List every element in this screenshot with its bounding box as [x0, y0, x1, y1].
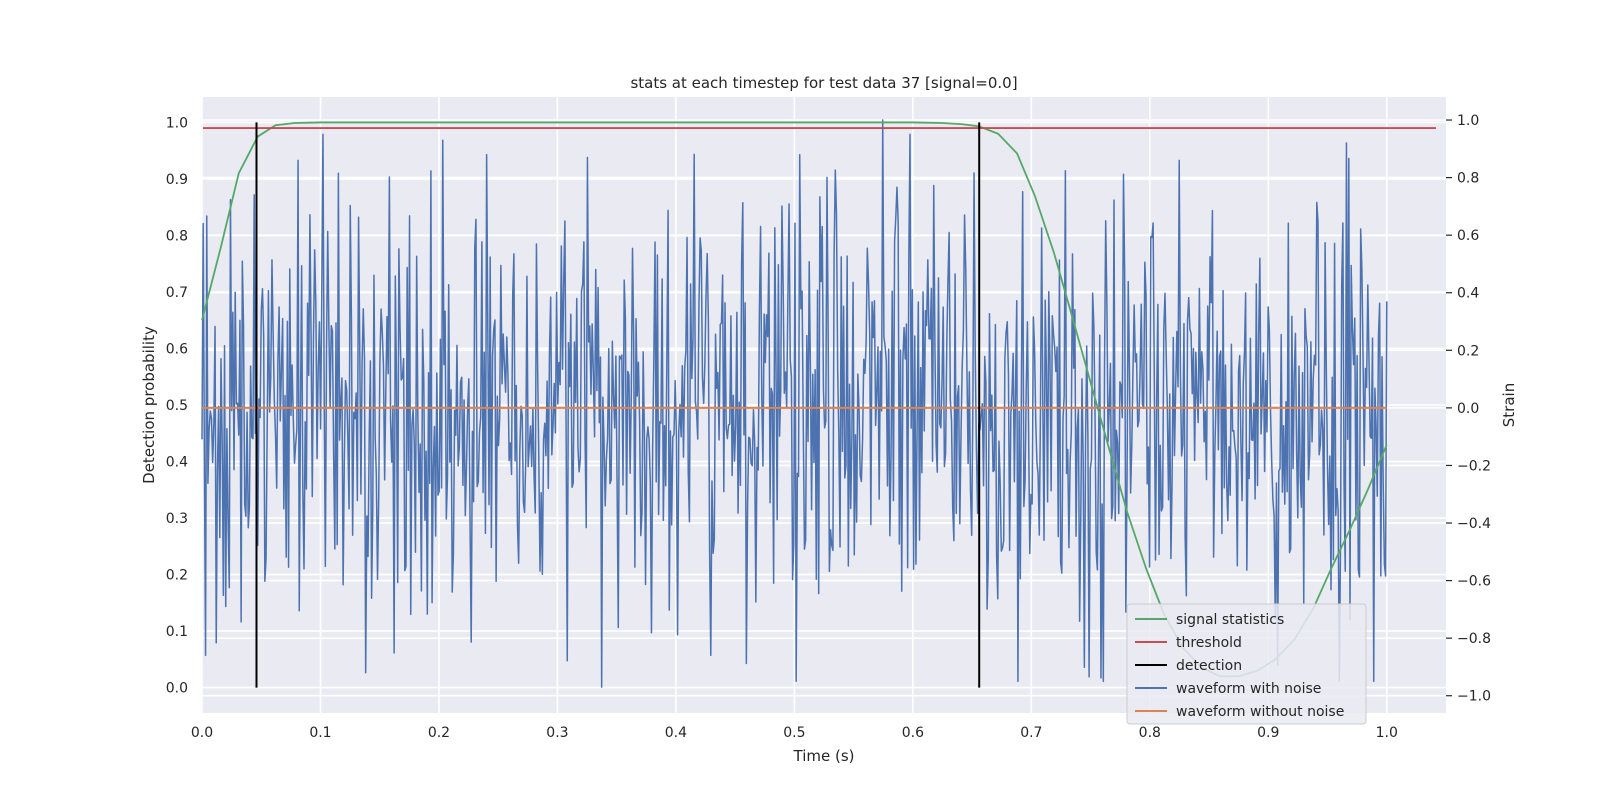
- y-tick-label-left: 0.3: [166, 511, 188, 527]
- x-tick-label: 0.4: [665, 725, 687, 741]
- y-axis-label-left: Detection probability: [140, 326, 158, 484]
- y-tick-label-right: −0.2: [1457, 458, 1491, 474]
- y-tick-label-left: 0.5: [166, 398, 188, 414]
- x-tick-label: 0.2: [428, 725, 450, 741]
- series-waveform-with-noise: [201, 119, 1388, 688]
- x-tick-label: 1.0: [1376, 725, 1398, 741]
- x-tick-label: 0.9: [1257, 725, 1279, 741]
- legend-label: signal statistics: [1176, 612, 1284, 628]
- x-tick-label: 0.5: [783, 725, 805, 741]
- y-tick-label-left: 0.8: [166, 228, 188, 244]
- x-tick-label: 0.0: [191, 725, 213, 741]
- y-tick-label-left: 1.0: [166, 115, 188, 131]
- y-axis-label-right: Strain: [1500, 383, 1518, 427]
- legend: signal statistics threshold detection wavef…: [1126, 603, 1367, 725]
- x-tick-label: 0.3: [546, 725, 568, 741]
- y-tick-label-right: 0.2: [1457, 343, 1479, 359]
- y-tick-label-right: 0.0: [1457, 401, 1479, 417]
- x-tick-label: 0.8: [1139, 725, 1161, 741]
- y-tick-label-right: 0.6: [1457, 228, 1479, 244]
- y-tick-label-right: 1.0: [1457, 113, 1479, 129]
- legend-label: threshold: [1176, 635, 1242, 651]
- ticks: 0.0 0.1 0.2 0.3 0.4 0.5 0.6 0.7 0.8 0.9 1.0 0.0 0.1 0…: [166, 113, 1491, 741]
- legend-label: detection: [1176, 658, 1242, 674]
- legend-box: [1126, 603, 1367, 725]
- y-tick-label-left: 0.9: [166, 172, 188, 188]
- y-tick-label-right: −0.6: [1457, 574, 1491, 590]
- legend-label: waveform without noise: [1176, 704, 1344, 720]
- y-tick-label-left: 0.0: [166, 681, 188, 697]
- y-tick-label-left: 0.1: [166, 624, 188, 640]
- y-tick-label-left: 0.7: [166, 285, 188, 301]
- y-tick-label-left: 0.4: [166, 455, 188, 471]
- legend-label: waveform with noise: [1176, 681, 1321, 697]
- x-tick-label: 0.1: [309, 725, 331, 741]
- x-tick-label: 0.7: [1020, 725, 1042, 741]
- x-axis-label: Time (s): [793, 747, 855, 765]
- y-tick-label-right: −0.8: [1457, 631, 1491, 647]
- x-tick-label: 0.6: [902, 725, 924, 741]
- chart-title: stats at each timestep for test data 37 …: [630, 74, 1017, 92]
- y-tick-label-left: 0.2: [166, 568, 188, 584]
- y-tick-label-right: −1.0: [1457, 689, 1491, 705]
- y-tick-label-right: 0.8: [1457, 171, 1479, 187]
- y-tick-label-left: 0.6: [166, 341, 188, 357]
- y-tick-label-right: −0.4: [1457, 516, 1491, 532]
- y-tick-label-right: 0.4: [1457, 286, 1479, 302]
